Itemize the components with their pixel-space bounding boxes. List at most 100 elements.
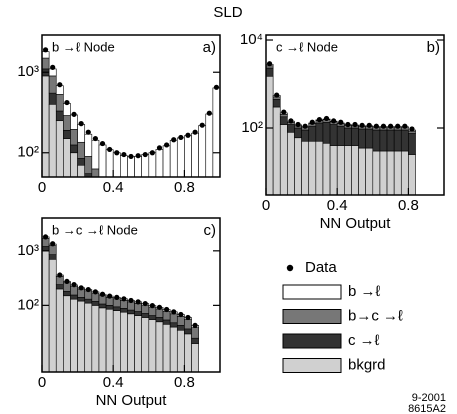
histogram-bar xyxy=(141,154,150,177)
histogram-bar xyxy=(308,140,317,195)
histogram-bar xyxy=(142,182,149,290)
data-point xyxy=(295,121,301,128)
x-tick-label: 0 xyxy=(38,374,46,391)
data-point xyxy=(50,241,56,247)
data-point xyxy=(142,151,148,158)
plot-area xyxy=(42,234,199,372)
footer-code: 8615A2 xyxy=(408,403,446,414)
data-point xyxy=(156,145,163,151)
legend-swatch xyxy=(282,309,342,324)
data-point xyxy=(316,117,322,123)
histogram-bar xyxy=(63,130,71,139)
histogram-bar xyxy=(155,321,164,372)
node-label: c →ℓ Node xyxy=(276,39,338,54)
data-point xyxy=(71,111,77,117)
histogram-bar xyxy=(294,127,302,139)
data-point xyxy=(409,126,415,132)
histogram-bar xyxy=(344,127,352,146)
data-point xyxy=(380,123,387,129)
panel-label: b) xyxy=(427,39,440,56)
histogram-bar xyxy=(162,319,171,325)
data-point xyxy=(164,306,170,313)
data-point xyxy=(99,140,106,147)
histogram-bar xyxy=(199,213,206,266)
histogram-bar xyxy=(192,219,199,275)
data-point xyxy=(164,142,170,148)
histogram-bar xyxy=(192,182,199,275)
histogram-bar xyxy=(184,182,191,275)
histogram-bar xyxy=(77,158,86,166)
histogram-bar xyxy=(198,125,207,177)
data-point xyxy=(71,282,77,288)
histogram-bar xyxy=(84,133,93,157)
legend-swatch xyxy=(282,358,342,373)
histogram-bar xyxy=(169,326,178,372)
x-tick-label: 0.4 xyxy=(327,197,348,214)
histogram-bar xyxy=(358,147,366,195)
histogram-bar xyxy=(98,307,107,372)
histogram-bar xyxy=(279,124,288,195)
histogram-bar xyxy=(63,295,71,372)
legend-marker xyxy=(286,264,294,272)
data-point xyxy=(149,150,155,156)
data-point xyxy=(199,122,205,128)
data-point xyxy=(213,84,220,90)
node-label: b →c →ℓ Node xyxy=(52,222,138,237)
data-point xyxy=(149,303,155,309)
data-point xyxy=(85,286,91,293)
histogram-bar xyxy=(205,113,214,177)
data-point xyxy=(156,304,163,310)
histogram-bar xyxy=(287,131,295,195)
histogram-bar xyxy=(77,300,86,372)
histogram-bar xyxy=(176,316,185,326)
x-axis-label: NN Output xyxy=(320,215,392,232)
histogram-bar xyxy=(48,68,57,77)
histogram-bar xyxy=(85,181,92,182)
data-point xyxy=(107,293,113,299)
histogram-bar xyxy=(134,315,142,372)
histogram-bar xyxy=(266,67,274,77)
data-point xyxy=(206,110,212,116)
histogram-bar xyxy=(105,305,114,310)
data-point xyxy=(121,296,127,302)
histogram-bar xyxy=(77,164,86,177)
data-point xyxy=(171,309,177,315)
histogram-bar xyxy=(169,322,178,328)
histogram-bar xyxy=(48,254,57,260)
data-point xyxy=(302,123,308,129)
data-point xyxy=(92,289,98,295)
histogram-bar xyxy=(212,87,220,177)
histogram-bar xyxy=(308,125,317,142)
histogram-bar xyxy=(91,305,100,372)
y-tick-label: 10² xyxy=(17,296,39,313)
histogram-bar xyxy=(155,149,164,177)
histogram-bar xyxy=(156,182,163,290)
panel-label: a) xyxy=(203,39,216,56)
histogram-bar xyxy=(372,150,381,195)
data-point xyxy=(323,115,330,122)
histogram-bar xyxy=(63,282,71,292)
y-tick-label: 10³ xyxy=(17,63,39,80)
histogram-bar xyxy=(98,303,107,309)
histogram-bar xyxy=(84,302,93,372)
node-label: b →ℓ Node xyxy=(52,39,115,54)
footer-date: 9-2001 xyxy=(412,392,446,404)
histogram-bar xyxy=(408,154,416,195)
data-point xyxy=(366,122,372,128)
histogram-bar xyxy=(162,323,171,372)
histogram-bar xyxy=(84,156,93,174)
data-point xyxy=(85,129,91,135)
panel-label: c) xyxy=(204,222,217,239)
x-tick-label: 0.8 xyxy=(398,197,419,214)
plot-frame xyxy=(265,34,445,196)
histogram-bar xyxy=(177,182,184,275)
data-point xyxy=(92,135,98,142)
histogram-bar xyxy=(112,310,121,372)
histogram-bar xyxy=(63,115,71,131)
data-point xyxy=(171,137,177,143)
data-point xyxy=(309,119,315,125)
data-point xyxy=(352,121,358,128)
histogram-bar xyxy=(148,152,157,177)
histogram-bar xyxy=(63,103,71,116)
x-axis-label: NN Output xyxy=(96,392,168,409)
